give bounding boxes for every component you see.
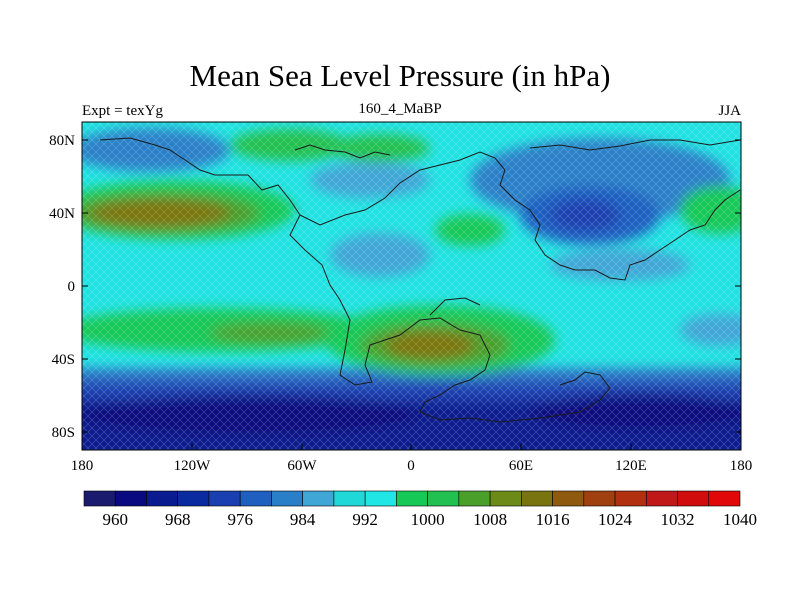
lat-tick-label: 40S	[52, 352, 75, 368]
colorbar-box	[614, 490, 647, 507]
colorbar-box	[271, 490, 303, 507]
time-label: 160_4_MaBP	[358, 101, 442, 117]
colorbar-box	[208, 490, 241, 507]
lon-tick-label: 0	[407, 458, 415, 474]
colorbar-box	[645, 490, 678, 507]
colorbar-box	[427, 490, 460, 507]
colorbar-box	[146, 490, 179, 507]
colorbar-label: 976	[227, 510, 253, 529]
colorbar-box	[302, 490, 335, 507]
lat-tick-label: 80S	[52, 425, 75, 441]
axis-ticks	[81, 139, 742, 450]
colorbar-box	[708, 490, 741, 507]
lon-tick-label: 180	[71, 458, 94, 474]
pressure-field	[82, 122, 741, 450]
colorbar-label: 1032	[661, 510, 695, 529]
colorbar-box	[552, 490, 585, 507]
lon-tick-label: 120W	[174, 458, 212, 474]
colorbar-box	[239, 490, 272, 507]
colorbar-label: 1024	[598, 510, 633, 529]
chart-title: Mean Sea Level Pressure (in hPa)	[189, 58, 611, 93]
season-label: JJA	[718, 103, 741, 119]
colorbar-label: 1008	[473, 510, 507, 529]
lon-tick-label: 60E	[509, 458, 533, 474]
lat-tick-label: 40N	[49, 206, 75, 222]
colorbar-box	[489, 490, 522, 507]
lon-tick-label: 60W	[287, 458, 317, 474]
lon-tick-label: 180	[730, 458, 753, 474]
lat-tick-labels: 80N 40N 0 40S 80S	[49, 133, 75, 441]
colorbar-box	[333, 490, 366, 507]
colorbar-box	[177, 490, 210, 507]
colorbar-box	[364, 490, 397, 507]
colorbar-label: 1000	[411, 510, 445, 529]
colorbar-box	[114, 490, 147, 507]
colorbar-box	[396, 490, 428, 507]
colorbar-box	[458, 490, 491, 507]
colorbar-label: 984	[290, 510, 316, 529]
colorbar-label: 992	[352, 510, 378, 529]
lat-tick-label: 80N	[49, 133, 75, 149]
colorbar-box	[677, 490, 710, 507]
colorbar	[83, 490, 741, 507]
colorbar-box	[521, 490, 553, 507]
coastlines	[99, 137, 741, 423]
colorbar-label: 968	[165, 510, 191, 529]
colorbar-box	[583, 490, 616, 507]
colorbar-labels: 960 968 976 984 992 1000 1008 1016 1024 …	[102, 510, 757, 529]
experiment-label: Expt = texYg	[82, 103, 163, 119]
lat-tick-label: 0	[68, 279, 76, 295]
lon-tick-labels: 180 120W 60W 0 60E 120E 180	[71, 458, 753, 474]
colorbar-box	[83, 490, 116, 507]
colorbar-label: 960	[102, 510, 128, 529]
lon-tick-label: 120E	[615, 458, 647, 474]
colorbar-label: 1016	[536, 510, 570, 529]
colorbar-label: 1040	[723, 510, 757, 529]
